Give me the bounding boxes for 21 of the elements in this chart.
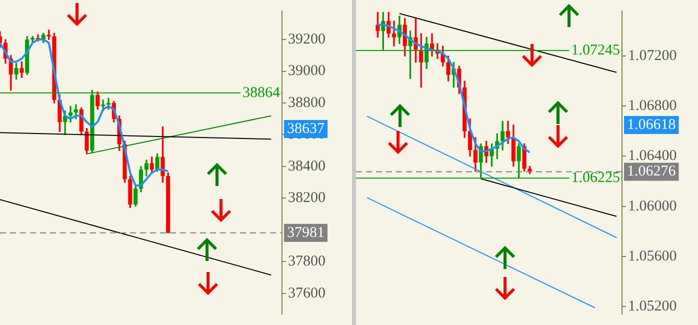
- y-tick-label: 38400: [288, 158, 326, 174]
- candlestick: [392, 20, 396, 46]
- y-tick-label: 39000: [288, 63, 326, 80]
- y-tick-label: 1.06000: [628, 198, 677, 214]
- ref-line-label: 1.07245: [571, 42, 620, 58]
- ref-line-label: 1.06225: [571, 170, 620, 186]
- y-tick-label: 38200: [288, 190, 326, 206]
- y-tick-label: 1.05200: [628, 298, 677, 314]
- y-tick-label: 37800: [288, 254, 326, 270]
- ref-line-label: 37981: [287, 224, 324, 241]
- y-tick-label: 39200: [288, 31, 326, 48]
- y-tick-label: 1.06400: [628, 148, 677, 164]
- text: 38637: [287, 120, 325, 137]
- ref-line-label: 1.06276: [627, 164, 676, 180]
- y-tick-label: 38800: [288, 94, 326, 111]
- y-tick-label: 1.06800: [628, 98, 677, 114]
- ref-line-label: 38864: [242, 84, 280, 101]
- y-tick-label: 37600: [288, 285, 326, 302]
- y-tick-label: 1.05600: [628, 248, 677, 264]
- text: 1.06618: [627, 116, 676, 133]
- y-tick-label: 1.07200: [628, 48, 677, 64]
